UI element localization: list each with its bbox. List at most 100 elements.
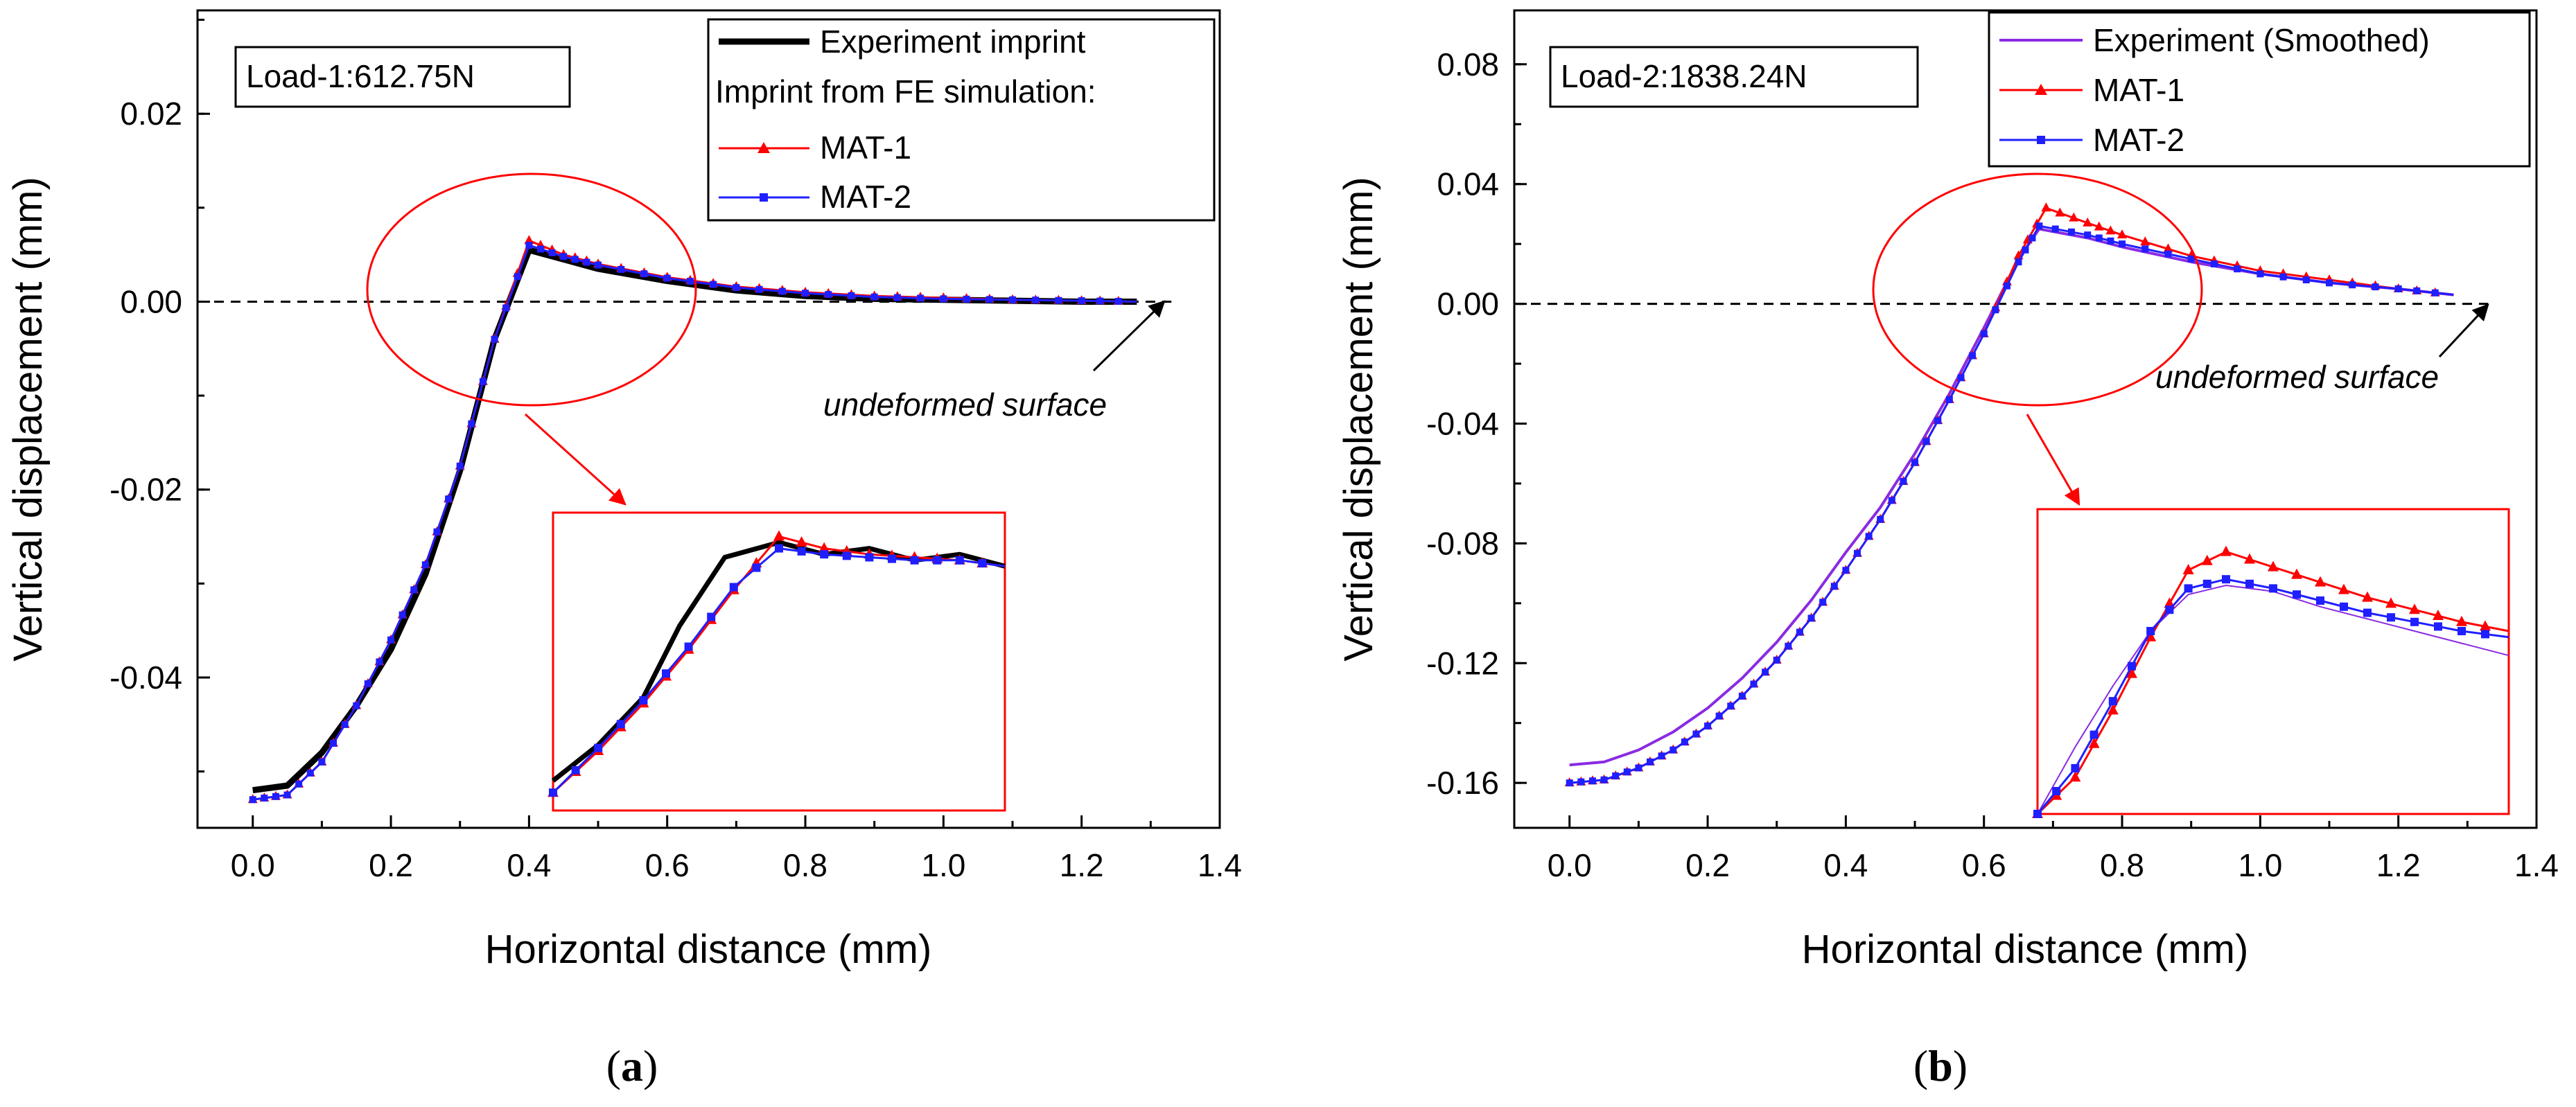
marker-a-mat-2 (710, 281, 717, 288)
marker-b-mat-2 (1670, 746, 1677, 754)
x-tick-label-b-0: 0.0 (1548, 847, 1592, 883)
marker-b-mat-2 (1957, 374, 1965, 382)
inset-marker-b-mat-1 (2362, 591, 2373, 602)
marker-a-mat-2 (893, 294, 901, 301)
surface-arrow-b (2438, 303, 2489, 358)
inset-line-b-experiment-smoothed- (2037, 585, 2509, 815)
zoom-arrow-a (524, 413, 627, 506)
x-tick-label-a-0: 0.0 (231, 847, 275, 883)
panel-b: 0.0 0.2 0.4 0.6 0.8 1.0 1.2 1.4 -0.16 -0.12 -0.08 -… (1336, 9, 2559, 1090)
legend-marker-mat2-b (2037, 136, 2045, 144)
marker-a-mat-2 (583, 258, 590, 266)
marker-b-mat-1 (2105, 225, 2116, 235)
marker-b-mat-1 (2163, 243, 2173, 253)
marker-b-mat-1 (2069, 212, 2079, 222)
marker-a-mat-2 (755, 285, 763, 293)
axis-ticks-b (1514, 63, 2538, 828)
x-tick-label-a-7: 1.4 (1198, 847, 1242, 883)
inset-marker-b-mat-1 (2244, 553, 2255, 564)
inset-marker-b-mat-1 (2268, 560, 2279, 572)
zoom-ellipse-a (366, 172, 697, 407)
inset-marker-b-mat-1 (2409, 603, 2420, 614)
marker-b-mat-2 (2095, 234, 2103, 242)
marker-a-mat-2 (1032, 296, 1040, 304)
inset-marker-b-mat-1 (2088, 737, 2100, 748)
inset-marker-b-mat-2 (2202, 579, 2211, 588)
marker-a-mat-2 (825, 291, 832, 299)
inset-marker-b-mat-1 (2480, 620, 2491, 631)
inset-box-b (2036, 508, 2510, 815)
marker-a-mat-2 (410, 586, 418, 594)
inset-marker-a-mat-2 (729, 583, 738, 592)
marker-a-mat-2 (341, 720, 349, 728)
marker-b-mat-1 (2140, 236, 2150, 246)
marker-b-mat-2 (1681, 738, 1688, 746)
marker-b-mat-2 (1969, 352, 1977, 360)
marker-b-mat-2 (2326, 279, 2333, 287)
inset-marker-a-mat-2 (797, 547, 806, 556)
marker-b-mat-2 (2029, 234, 2036, 242)
legend-subheading-a: Imprint from FE simulation: (715, 73, 1096, 109)
inset-marker-b-mat-2 (2293, 590, 2301, 599)
marker-b-mat-2 (2234, 265, 2241, 273)
inset-marker-b-mat-1 (2338, 583, 2349, 594)
inset-marker-a-mat-2 (707, 612, 716, 621)
marker-a-mat-2 (560, 253, 568, 260)
inset-marker-a-mat-2 (842, 551, 851, 560)
marker-b-mat-2 (2372, 283, 2379, 291)
inset-marker-a-mat-1 (773, 530, 785, 541)
y-tick-label-b-1: -0.12 (1426, 645, 1499, 681)
inset-marker-a-mat-1 (818, 542, 830, 553)
inset-marker-a-mat-2 (865, 553, 874, 562)
marker-a-mat-2 (548, 249, 556, 256)
inset-marker-b-mat-1 (2145, 630, 2157, 641)
series-group-b (1564, 202, 2454, 787)
inset-box-a (552, 511, 1006, 812)
load-box-a (234, 46, 571, 108)
marker-a-mat-2 (1055, 296, 1062, 304)
marker-b-mat-2 (1865, 533, 1873, 540)
legend-marker-mat2-a (760, 193, 768, 202)
inset-marker-b-mat-2 (2269, 584, 2277, 593)
inset-marker-b-mat-1 (2107, 704, 2119, 715)
marker-b-mat-2 (1577, 778, 1585, 786)
inset-marker-a-mat-2 (549, 788, 557, 797)
marker-b-mat-2 (1945, 396, 1953, 403)
inset-marker-b-mat-1 (2201, 554, 2213, 565)
marker-b-mat-2 (2141, 245, 2149, 253)
legend-label-mat1-b: MAT-1 (2093, 72, 2184, 108)
y-tick-label-b-0: -0.16 (1426, 765, 1499, 801)
y-axis-title-a: Vertical displacement (mm) (6, 177, 51, 661)
inset-marker-b-mat-1 (2220, 545, 2232, 556)
inset-marker-b-mat-1 (2291, 568, 2302, 579)
load-label-b: Load-2:1838.24N (1561, 58, 1807, 94)
caption-b: (b) (1913, 1041, 1968, 1090)
y-tick-label-a-2: 0.00 (120, 283, 182, 319)
marker-b-mat-2 (2394, 285, 2402, 292)
marker-a-mat-2 (387, 636, 395, 644)
marker-b-mat-2 (1715, 712, 1723, 720)
marker-b-mat-2 (2349, 281, 2356, 289)
marker-a-mat-2 (376, 658, 383, 666)
y-tick-label-a-3: 0.02 (120, 96, 182, 132)
undeformed-surface-label-a: undeformed surface (823, 387, 1107, 423)
marker-a-mat-2 (940, 295, 947, 303)
inset-marker-a-mat-2 (616, 720, 625, 729)
marker-b-mat-2 (2084, 231, 2092, 239)
marker-b-mat-2 (1588, 777, 1596, 785)
zoom-ellipse-b (1872, 172, 2203, 407)
inset-marker-a-mat-2 (684, 642, 693, 651)
marker-a-mat-2 (295, 780, 303, 788)
x-axis-title-b: Horizontal distance (mm) (1802, 927, 2249, 972)
marker-b-mat-2 (2302, 276, 2310, 284)
marker-b-mat-2 (1658, 752, 1665, 760)
tick-labels-b: 0.0 0.2 0.4 0.6 0.8 1.0 1.2 1.4 -0.16 -0.12 -0.08 -… (1426, 46, 2559, 883)
x-tick-label-a-4: 0.8 (783, 847, 827, 883)
marker-a-mat-2 (848, 292, 855, 299)
marker-a-mat-2 (917, 294, 925, 302)
y-tick-label-b-6: 0.08 (1437, 46, 1499, 82)
x-tick-label-a-6: 1.2 (1060, 847, 1104, 883)
marker-b-mat-2 (1738, 692, 1746, 700)
marker-a-mat-2 (870, 293, 878, 301)
marker-b-mat-2 (1842, 567, 1850, 574)
